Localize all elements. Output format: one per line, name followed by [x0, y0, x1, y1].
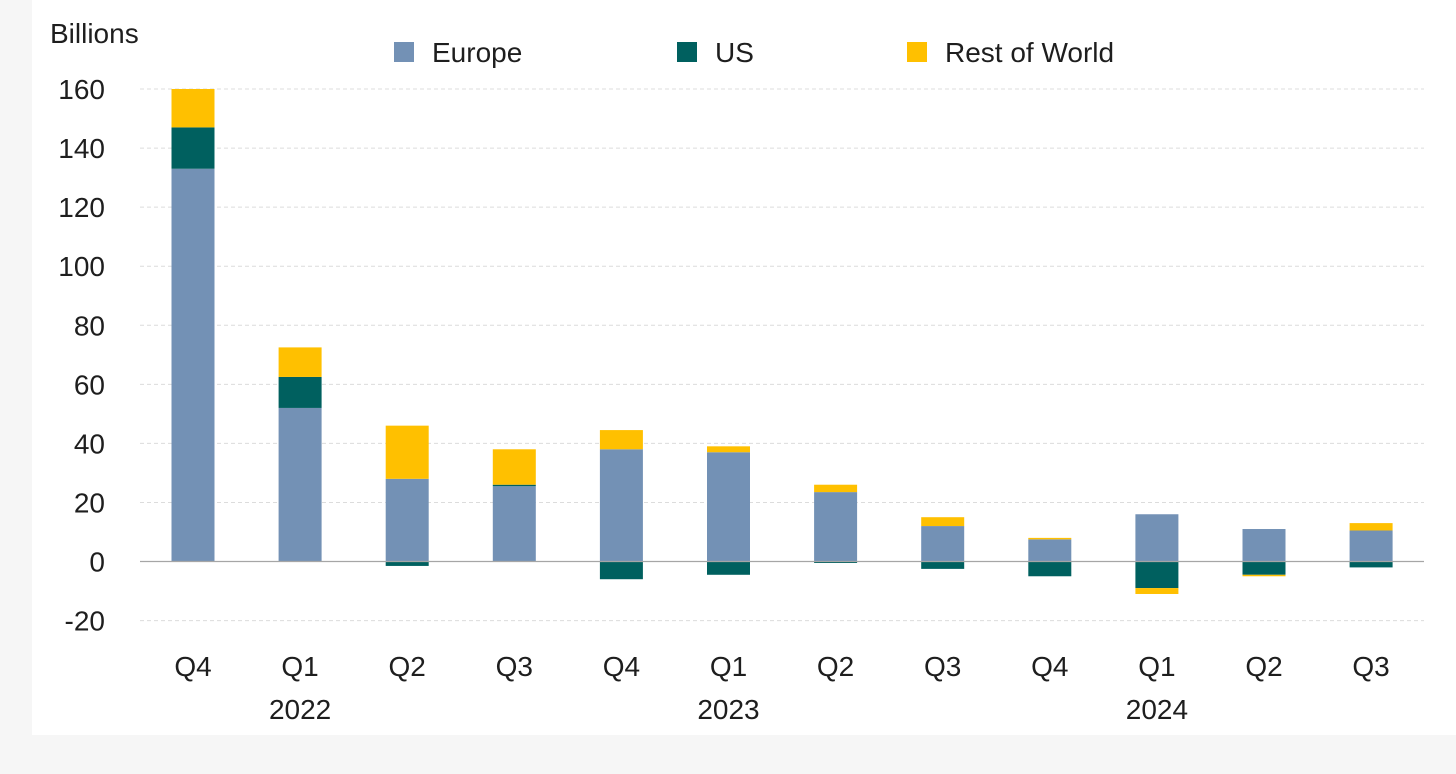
bar-us [1349, 561, 1393, 568]
x-tick-label: Q1 [710, 651, 747, 682]
x-tick-label: Q4 [174, 651, 211, 682]
y-tick-label: 20 [74, 487, 105, 518]
bar-rest-of-world [814, 484, 858, 493]
x-tick-label: Q4 [1031, 651, 1068, 682]
bar-us [1135, 561, 1179, 589]
bar-us [921, 561, 965, 569]
legend-label: Europe [432, 37, 522, 68]
y-tick-label: 60 [74, 369, 105, 400]
x-tick-label: Q2 [1245, 651, 1282, 682]
bar-us [814, 561, 858, 563]
legend-swatch [394, 42, 414, 62]
y-tick-label: 160 [58, 74, 105, 105]
bar-rest-of-world [171, 89, 215, 128]
bar-europe [921, 526, 965, 562]
x-tick-label: Q2 [817, 651, 854, 682]
legend-item-us: US [677, 37, 754, 68]
y-tick-label: 100 [58, 251, 105, 282]
bar-europe [707, 452, 750, 562]
bar-rest-of-world [1028, 537, 1072, 540]
y-tick-label: 0 [89, 547, 105, 578]
legend: Europe US Rest of World [394, 37, 1114, 68]
bar-rest-of-world [1349, 523, 1393, 531]
legend-label: Rest of World [945, 37, 1114, 68]
x-tick-label: Q1 [1138, 651, 1175, 682]
bar-europe [1349, 530, 1393, 562]
bar-rest-of-world [492, 449, 536, 485]
bar-europe [171, 168, 215, 562]
bar-rest-of-world [278, 347, 322, 377]
chart-panel: Billions -20 0 20 40 60 80 100 120 140 160 Q4 Q1 Q2… [32, 0, 1456, 735]
y-tick-label: 80 [74, 310, 105, 341]
bar-us [707, 561, 750, 575]
legend-item-rest-of-world: Rest of World [907, 37, 1114, 68]
x-year-label: 2024 [1126, 694, 1188, 725]
legend-swatch [907, 42, 927, 62]
x-axis: Q4 Q1 Q2 Q3 Q4 Q1 Q2 Q3 Q4 Q1 Q2 Q3 2022 2023 2024 [174, 651, 1389, 725]
y-tick-label: -20 [65, 606, 105, 637]
bar-rest-of-world [921, 517, 965, 527]
bar-europe [1028, 539, 1072, 562]
x-tick-label: Q3 [496, 651, 533, 682]
bar-us [599, 561, 643, 580]
bar-us [492, 484, 536, 487]
legend-label: US [715, 37, 754, 68]
bar-europe [814, 492, 858, 562]
bar-us [385, 561, 429, 566]
legend-item-europe: Europe [394, 37, 522, 68]
legend-swatch [677, 42, 697, 62]
y-tick-label: 40 [74, 428, 105, 459]
x-tick-label: Q3 [924, 651, 961, 682]
x-tick-label: Q4 [603, 651, 640, 682]
bar-rest-of-world [1242, 574, 1286, 577]
bar-europe [278, 407, 322, 562]
bar-europe [492, 486, 536, 562]
bar-us [171, 127, 215, 169]
bars [171, 89, 1393, 594]
x-tick-label: Q1 [281, 651, 318, 682]
bar-rest-of-world [599, 430, 643, 450]
y-tick-label: 140 [58, 133, 105, 164]
y-axis-label: Billions [50, 18, 139, 49]
bar-us [278, 376, 322, 408]
gridlines [140, 88, 1424, 622]
y-axis: Billions -20 0 20 40 60 80 100 120 140 160 [50, 18, 139, 637]
x-tick-label: Q3 [1352, 651, 1389, 682]
bar-rest-of-world [1135, 588, 1179, 594]
x-tick-label: Q2 [389, 651, 426, 682]
stacked-bar-chart: Billions -20 0 20 40 60 80 100 120 140 160 Q4 Q1 Q2… [50, 18, 1424, 725]
bar-europe [1242, 529, 1286, 562]
bar-rest-of-world [385, 425, 429, 479]
bar-us [1028, 561, 1072, 577]
x-year-label: 2023 [697, 694, 759, 725]
bar-europe [385, 478, 429, 562]
x-year-label: 2022 [269, 694, 331, 725]
bar-rest-of-world [707, 446, 750, 453]
bar-us [1242, 561, 1286, 575]
y-tick-label: 120 [58, 192, 105, 223]
bar-europe [599, 449, 643, 562]
bar-europe [1135, 514, 1179, 562]
